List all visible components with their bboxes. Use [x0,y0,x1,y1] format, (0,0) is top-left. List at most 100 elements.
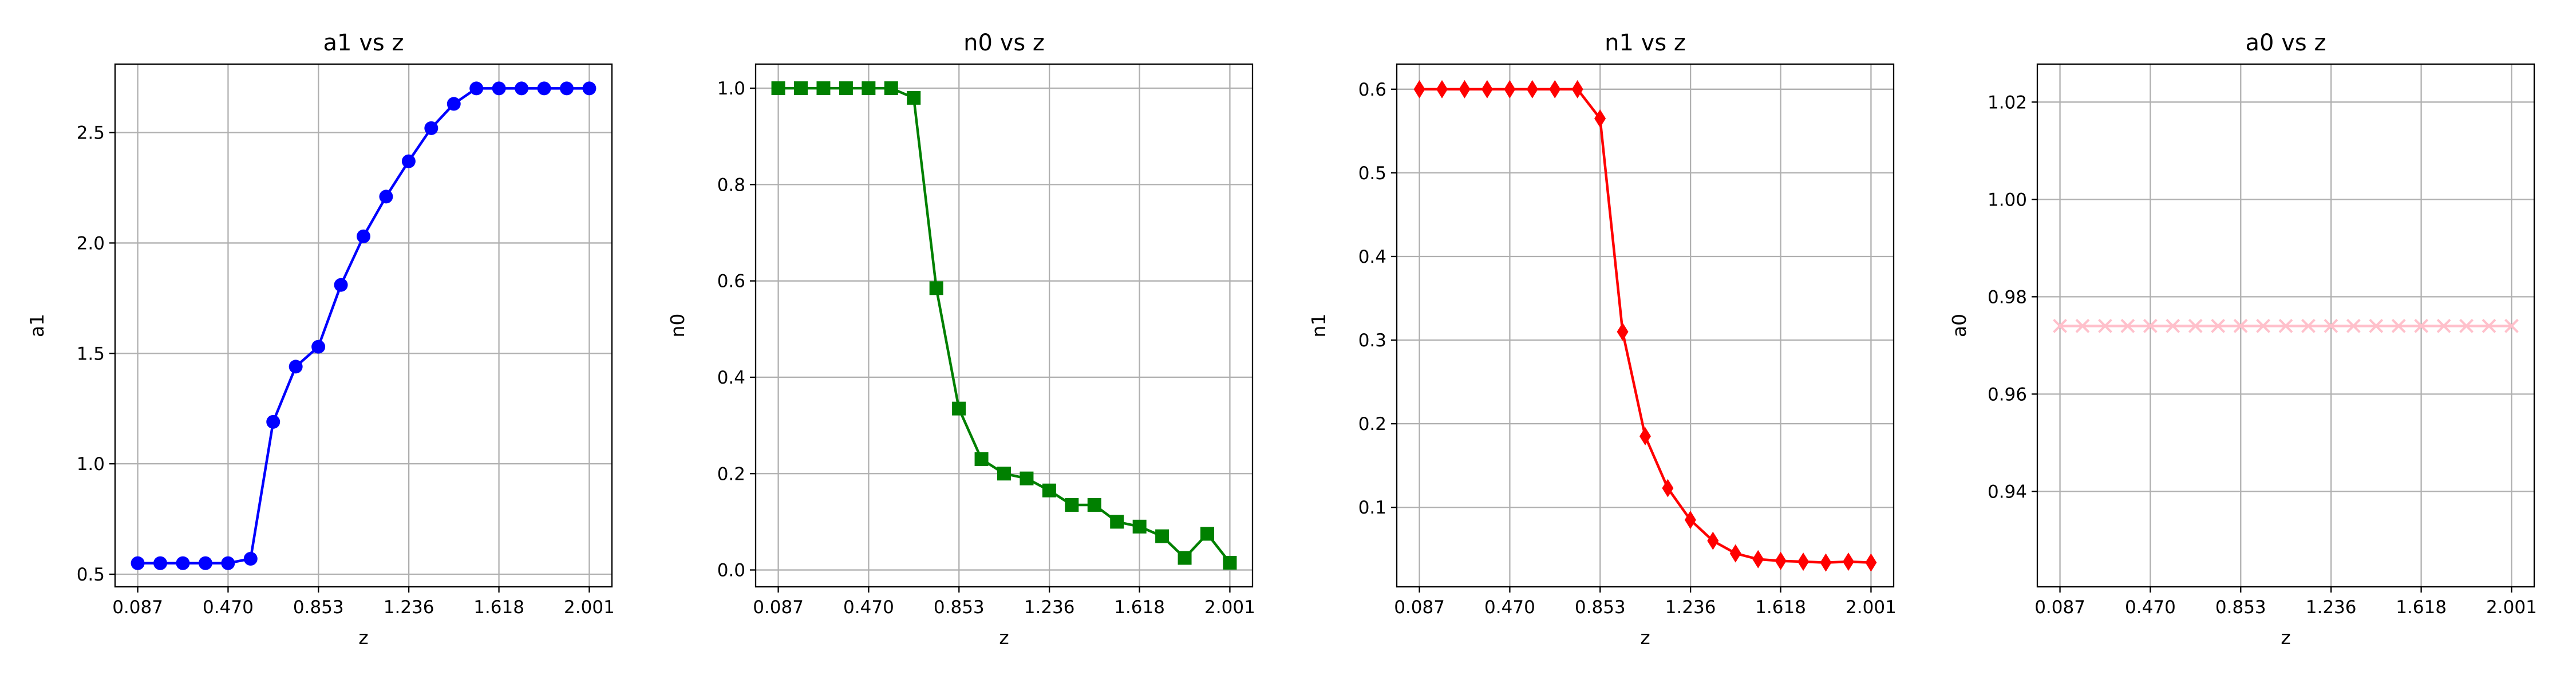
subplot: 0.087 0.470 0.853 1.236 1.618 2.001 0.1 0.2 0.3 0… [1307,30,1897,649]
y-axis-label: a1 [26,314,48,337]
y-tick-label: 0.0 [717,560,745,581]
y-tick-label: 1.02 [1988,92,2027,113]
x-tick-label: 1.618 [1755,597,1806,618]
marker [1842,552,1854,571]
x-tick-label: 0.087 [112,597,163,618]
marker [379,189,393,204]
marker [1617,322,1629,341]
marker [515,81,529,96]
marker [1729,544,1741,563]
y-tick-label: 1.0 [717,78,745,99]
marker [1087,498,1101,512]
x-tick-label: 1.236 [1024,597,1075,618]
y-tick-label: 0.4 [717,368,745,388]
marker [2301,318,2316,333]
marker [1526,80,1538,98]
x-tick-label: 2.001 [2486,597,2537,618]
marker [2504,318,2519,333]
marker [952,401,966,416]
y-tick-label: 0.1 [1358,498,1386,518]
marker [2233,318,2248,333]
y-tick-label: 0.5 [1358,163,1386,184]
subplot: 0.087 0.470 0.853 1.236 1.618 2.001 0.94 0.96 0.… [1948,30,2537,649]
marker [1042,483,1056,498]
marker [221,556,235,570]
marker [2053,318,2067,333]
x-axis-label: z [1640,626,1650,649]
y-tick-label: 1.0 [77,454,105,475]
marker [176,556,190,570]
chart-title: a0 vs z [2246,30,2326,56]
marker [492,81,506,96]
marker [816,81,831,96]
y-tick-label: 0.96 [1988,384,2027,405]
x-axis-label: z [358,626,368,649]
x-tick-label: 0.087 [1394,597,1445,618]
x-tick-label: 0.087 [2034,597,2085,618]
marker [266,414,280,429]
x-tick-label: 1.618 [2396,597,2447,618]
y-tick-label: 2.5 [77,123,105,144]
marker [1223,555,1237,570]
marker [582,81,596,96]
chart-title: a1 vs z [323,30,404,56]
subplot: 0.087 0.470 0.853 1.236 1.618 2.001 0.0 0.2 0.4 0… [666,30,1255,649]
marker [839,81,853,96]
subplot: 0.087 0.470 0.853 1.236 1.618 2.001 0.5 1.0 1.5 2… [26,30,615,649]
marker [929,281,943,295]
x-tick-label: 0.087 [753,597,804,618]
marker [2120,318,2135,333]
marker [311,339,326,354]
marker [2391,318,2406,333]
marker [401,154,416,168]
plot-frame [2036,63,2535,588]
marker [2324,318,2338,333]
x-tick-label: 1.618 [1114,597,1165,618]
y-tick-label: 0.8 [717,175,745,195]
marker [2166,318,2180,333]
marker [153,556,168,570]
marker [289,360,303,374]
line [778,86,1231,564]
chart-title: n0 vs z [963,30,1045,56]
marker [1065,498,1079,512]
marker [1639,427,1651,446]
marker [1459,80,1471,98]
y-tick-label: 0.6 [1358,80,1386,100]
x-tick-label: 0.853 [293,597,344,618]
x-tick-label: 0.470 [1484,597,1535,618]
marker [243,552,258,566]
marker [1571,80,1583,98]
y-axis-label: n0 [666,314,689,338]
marker [884,81,898,96]
x-tick-label: 2.001 [1204,597,1255,618]
marker [2346,318,2361,333]
marker [447,97,461,111]
marker [1413,80,1425,98]
y-axis-label: a0 [1948,314,1970,337]
marker [1549,80,1561,98]
marker [2143,318,2158,333]
marker [1752,550,1764,568]
marker [2188,318,2203,333]
x-axis-label: z [2281,626,2290,649]
marker [974,452,989,467]
marker [1436,80,1448,98]
marker [997,467,1011,481]
y-tick-label: 0.2 [1358,414,1386,435]
x-tick-label: 0.470 [2125,597,2176,618]
marker [537,81,551,96]
marker [198,556,212,570]
marker [907,90,921,105]
line [1419,88,1871,564]
x-tick-label: 0.470 [843,597,894,618]
marker [469,81,484,96]
y-axis-label: n1 [1307,314,1330,338]
x-tick-label: 0.470 [203,597,254,618]
x-axis-label: z [999,626,1009,649]
line [137,87,590,564]
plot-frame [114,63,613,588]
marker [1662,479,1674,498]
